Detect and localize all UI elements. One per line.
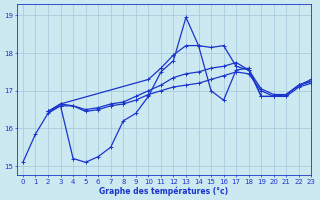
X-axis label: Graphe des températures (°c): Graphe des températures (°c) bbox=[100, 186, 228, 196]
